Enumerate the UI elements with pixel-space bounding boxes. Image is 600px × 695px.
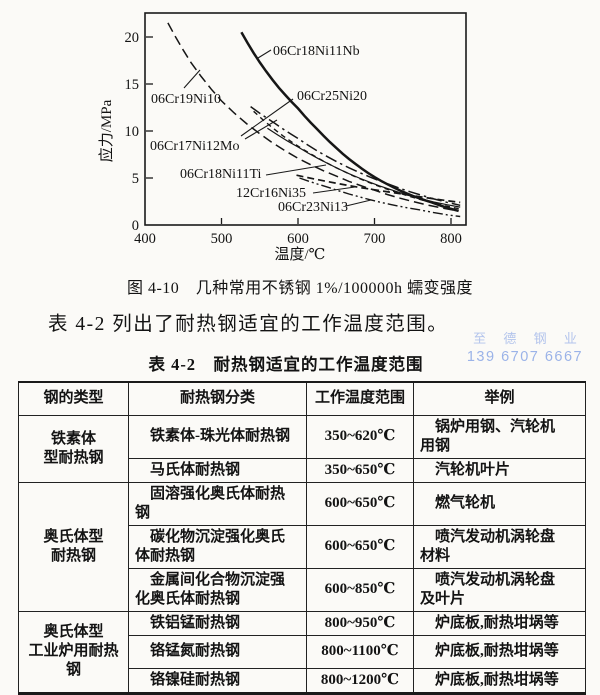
header-steel-type: 钢的类型: [18, 381, 129, 416]
y-tick-20: 20: [125, 30, 140, 46]
curve-label-06Cr18Ni11Nb: 06Cr18Ni11Nb: [273, 44, 360, 59]
x-tick-600: 600: [287, 231, 309, 247]
table-row: 奥氏体型 工业炉用耐热钢 铁铝锰耐热钢 800~950℃ 炉底板,耐热坩埚等: [18, 610, 586, 694]
cell-class: 铁铝锰耐热钢: [128, 610, 307, 636]
cell-temp: 800~1200℃: [306, 667, 414, 694]
watermark: 至 德 钢 业 139 6707 6667: [455, 331, 595, 367]
y-tick-0: 0: [132, 218, 139, 234]
curve-label-06Cr18Ni11Ti: 06Cr18Ni11Ti: [180, 167, 262, 182]
curve-label-06Cr25Ni20: 06Cr25Ni20: [297, 89, 367, 104]
table-row: 金属间化合物沉淀强化奥氏体耐热钢 600~850℃ 喷汽发动机涡轮盘及叶片: [19, 567, 586, 612]
curve-06Cr25Ni20: [250, 105, 461, 207]
cell-class: 铁素体-珠光体耐热钢: [128, 414, 307, 459]
x-tick-400: 400: [134, 231, 156, 247]
table-row: 铁素体 型耐热钢 铁素体-珠光体耐热钢 350~620℃ 锅炉用钢、汽轮机用钢: [18, 414, 586, 483]
table-row: 铬锰氮耐热钢 800~1100℃ 炉底板,耐热坩埚等: [19, 634, 586, 669]
curve-group: [167, 22, 461, 218]
group-label-line: 耐热钢: [50, 547, 96, 564]
curve-label-06Cr23Ni13: 06Cr23Ni13: [278, 200, 348, 215]
group-label-line: 铁素体: [50, 430, 96, 447]
x-axis-title: 温度/℃: [275, 246, 326, 263]
cell-class: 碳化物沉淀强化奥氏体耐热钢: [128, 524, 307, 569]
cell-example: 汽轮机叶片: [413, 457, 586, 483]
cell-class: 金属间化合物沉淀强化奥氏体耐热钢: [128, 567, 307, 612]
group-austenitic: 奥氏体型 耐热钢: [18, 481, 129, 612]
y-tick-10: 10: [125, 124, 140, 140]
scanned-book-page: { "figure": { "caption": "图 4-10 几种常用不锈钢…: [18, 12, 595, 695]
group-label-line: 型耐热钢: [43, 449, 104, 466]
cell-example: 喷汽发动机涡轮盘材料: [413, 524, 586, 569]
curve-06Cr17Ni12Mo: [253, 110, 461, 210]
creep-strength-chart: 20 15 10 5 0 400 500 600 700 800 应力/MPa …: [97, 12, 467, 263]
x-tick-500: 500: [211, 231, 233, 247]
cell-temp: 600~650℃: [306, 481, 414, 526]
table-header-row: 钢的类型 耐热钢分类 工作温度范围 举例: [18, 381, 586, 416]
table-row: 奥氏体型 耐热钢 固溶强化奥氏体耐热钢 600~650℃ 燃气轮机: [18, 481, 586, 612]
group-label-line: 工业炉用耐热钢: [28, 643, 119, 678]
x-tick-marks: [220, 218, 452, 224]
curve-label-leaders: [183, 49, 372, 207]
plot-border: [144, 12, 467, 226]
header-examples: 举例: [413, 381, 586, 416]
table-row: 碳化物沉淀强化奥氏体耐热钢 600~650℃ 喷汽发动机涡轮盘材料: [19, 524, 586, 569]
cell-class: 铬镍硅耐热钢: [128, 667, 307, 694]
group-label-line: 奥氏体型: [43, 624, 104, 640]
curve-12Cr16Ni35: [296, 174, 461, 204]
watermark-company: 至 德 钢 业: [473, 331, 584, 346]
heat-resistant-steel-table: 钢的类型 耐热钢分类 工作温度范围 举例 铁素体 型耐热钢 铁素体-珠光体耐热钢…: [18, 381, 586, 695]
cell-class: 铬锰氮耐热钢: [128, 634, 307, 669]
cell-example: 炉底板,耐热坩埚等: [413, 634, 586, 669]
curve-06Cr23Ni13: [299, 177, 461, 218]
watermark-phone: 139 6707 6667: [466, 348, 584, 365]
cell-temp: 350~650℃: [306, 457, 414, 483]
cell-class: 马氏体耐热钢: [128, 457, 307, 483]
x-tick-700: 700: [364, 231, 386, 247]
body-paragraph: 表 4-2 列出了耐热钢适宜的工作温度范围。: [48, 314, 449, 335]
cell-example: 燃气轮机: [413, 481, 586, 526]
cell-class: 固溶强化奥氏体耐热钢: [128, 481, 307, 526]
cell-example: 锅炉用钢、汽轮机用钢: [413, 414, 586, 459]
curve-06Cr18Ni11Ti: [267, 127, 461, 208]
cell-example: 喷汽发动机涡轮盘及叶片: [413, 567, 586, 612]
cell-temp: 600~650℃: [306, 524, 414, 569]
cell-temp: 600~850℃: [306, 567, 414, 612]
header-class: 耐热钢分类: [128, 381, 307, 416]
cell-example: 炉底板,耐热坩埚等: [413, 667, 586, 694]
header-temp-range: 工作温度范围: [306, 381, 414, 416]
group-furnace: 奥氏体型 工业炉用耐热钢: [18, 610, 129, 694]
y-tick-5: 5: [132, 171, 139, 187]
curve-label-12Cr16Ni35: 12Cr16Ni35: [236, 186, 306, 201]
table-title: 表 4-2 耐热钢适宜的工作温度范围: [148, 355, 424, 374]
figure-caption: 图 4-10 几种常用不锈钢 1%/100000h 蠕变强度: [126, 280, 474, 297]
cell-example: 炉底板,耐热坩埚等: [413, 610, 586, 636]
group-ferritic: 铁素体 型耐热钢: [18, 414, 129, 483]
y-axis-title: 应力/MPa: [97, 99, 115, 162]
table-row: 马氏体耐热钢 350~650℃ 汽轮机叶片: [19, 457, 586, 483]
y-tick-marks: [146, 36, 153, 179]
cell-temp: 800~950℃: [306, 610, 414, 636]
curve-label-06Cr19Ni10: 06Cr19Ni10: [151, 92, 221, 107]
cell-temp: 800~1100℃: [306, 634, 414, 669]
y-tick-15: 15: [125, 77, 140, 93]
group-label-line: 奥氏体型: [43, 528, 104, 545]
cell-temp: 350~620℃: [306, 414, 414, 459]
curve-06Cr19Ni10: [167, 22, 459, 212]
x-tick-800: 800: [440, 231, 462, 247]
curve-label-06Cr17Ni12Mo: 06Cr17Ni12Mo: [150, 139, 239, 154]
